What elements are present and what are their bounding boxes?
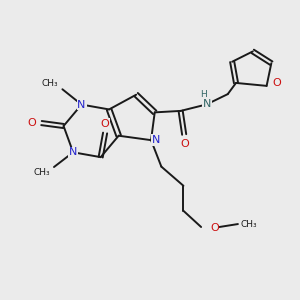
Text: O: O bbox=[272, 78, 281, 88]
Text: N: N bbox=[152, 135, 160, 145]
Text: O: O bbox=[101, 118, 110, 129]
Text: CH₃: CH₃ bbox=[33, 168, 50, 177]
Text: H: H bbox=[200, 90, 207, 99]
Text: O: O bbox=[28, 118, 36, 128]
Text: N: N bbox=[77, 100, 86, 110]
Text: N: N bbox=[203, 99, 211, 110]
Text: O: O bbox=[181, 139, 189, 149]
Text: CH₃: CH₃ bbox=[241, 220, 257, 229]
Text: CH₃: CH₃ bbox=[42, 80, 58, 88]
Text: N: N bbox=[69, 147, 77, 157]
Text: O: O bbox=[210, 223, 219, 232]
